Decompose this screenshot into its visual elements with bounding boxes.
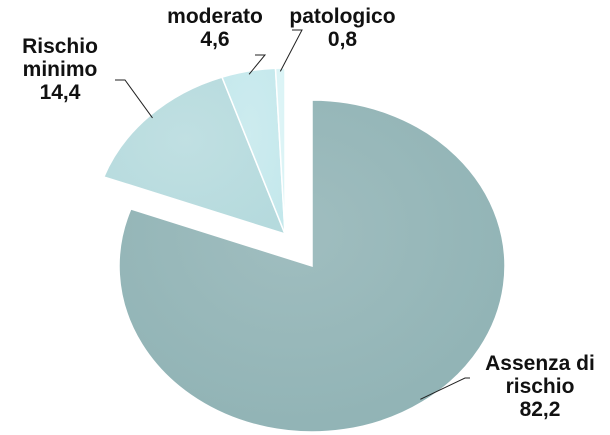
value-label: 0,8 bbox=[327, 28, 358, 51]
pie-slice bbox=[102, 76, 287, 236]
pie-slice bbox=[118, 99, 506, 433]
value-label: 82,2 bbox=[519, 398, 561, 421]
leader-line bbox=[115, 79, 153, 119]
category-label: Assenza di rischio bbox=[485, 352, 595, 398]
slice-label: patologico 0,8 bbox=[280, 5, 405, 51]
slice-label: moderato 4,6 bbox=[150, 5, 280, 51]
value-label: 14,4 bbox=[39, 81, 81, 104]
leader-line bbox=[420, 377, 470, 400]
pie-slice bbox=[274, 67, 286, 235]
leader-line bbox=[248, 54, 267, 75]
category-label: moderato bbox=[167, 5, 263, 28]
category-label: patologico bbox=[289, 5, 396, 28]
leader-line bbox=[279, 29, 303, 72]
category-label: Rischio minimo bbox=[22, 35, 98, 81]
slice-label: Assenza di rischio 82,2 bbox=[465, 352, 610, 421]
slice-label: Rischio minimo 14,4 bbox=[0, 35, 120, 104]
value-label: 4,6 bbox=[200, 28, 230, 51]
